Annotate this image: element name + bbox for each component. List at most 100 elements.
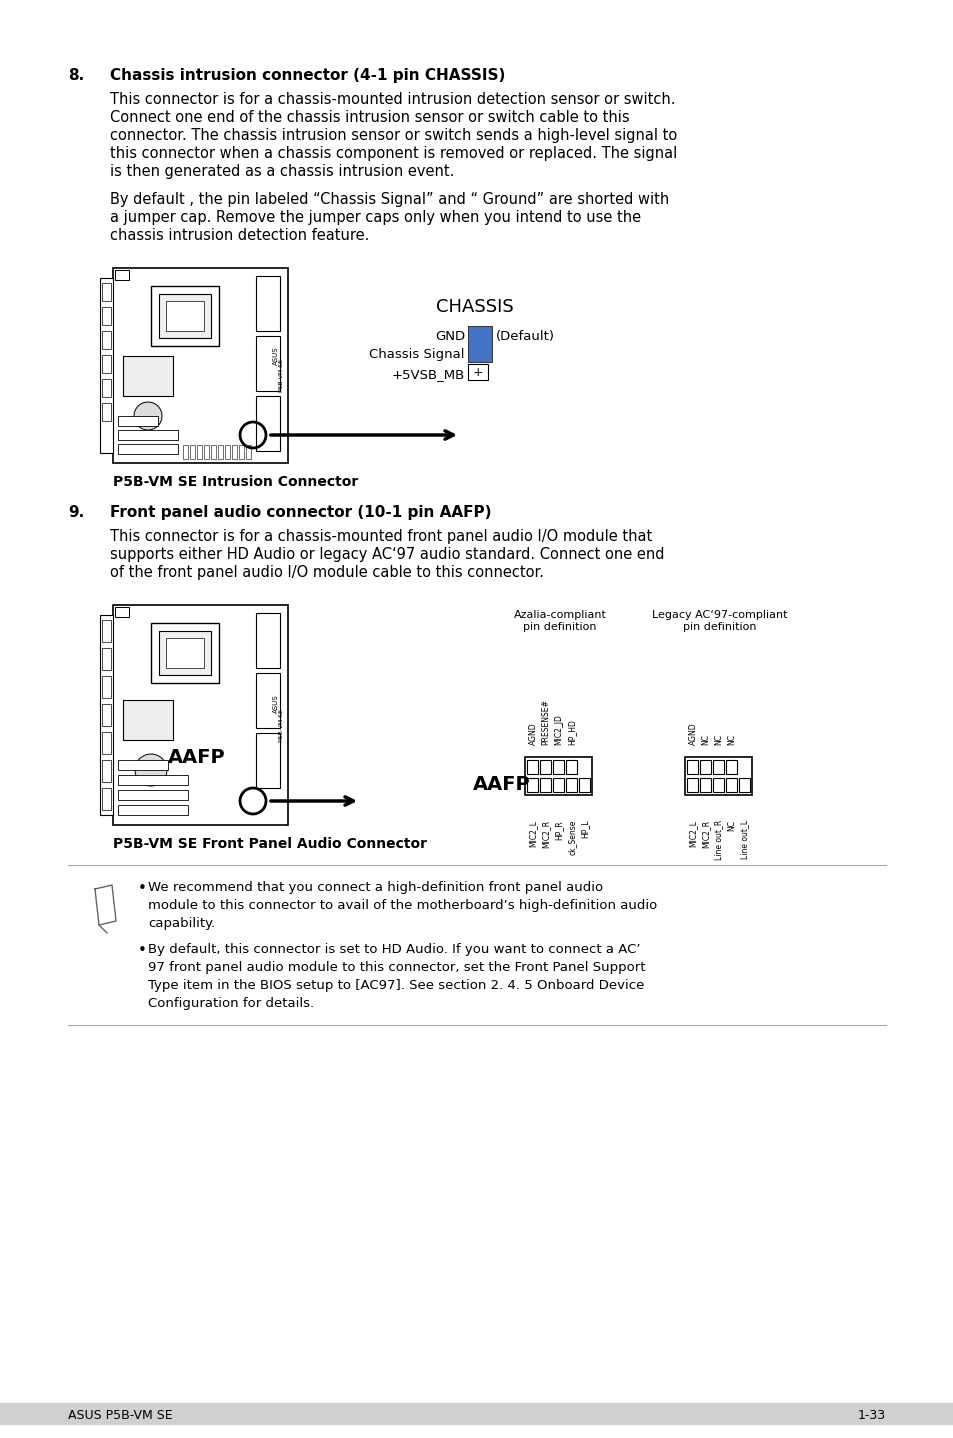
Bar xyxy=(118,761,168,769)
Text: ASUS: ASUS xyxy=(273,695,278,713)
Text: Legacy AC‘97-compliant
pin definition: Legacy AC‘97-compliant pin definition xyxy=(652,610,787,631)
Text: capability.: capability. xyxy=(148,917,215,930)
Text: a jumper cap. Remove the jumper caps only when you intend to use the: a jumper cap. Remove the jumper caps onl… xyxy=(110,210,640,224)
Text: 97 front panel audio module to this connector, set the Front Panel Support: 97 front panel audio module to this conn… xyxy=(148,961,645,974)
Bar xyxy=(211,444,215,459)
Text: PRESENSE#: PRESENSE# xyxy=(541,699,550,745)
Bar xyxy=(115,607,129,617)
Text: AGND: AGND xyxy=(688,722,697,745)
Text: •: • xyxy=(138,943,147,958)
Bar xyxy=(687,761,698,774)
Bar xyxy=(151,623,219,683)
Text: this connector when a chassis component is removed or replaced. The signal: this connector when a chassis component … xyxy=(110,147,677,161)
Bar xyxy=(112,605,288,825)
Bar xyxy=(151,286,219,347)
Bar xyxy=(566,761,577,774)
Text: We recommend that you connect a high-definition front panel audio: We recommend that you connect a high-def… xyxy=(148,881,602,894)
Bar xyxy=(225,444,230,459)
Text: MIC2_L: MIC2_L xyxy=(528,820,537,847)
Text: Azalia-compliant
pin definition: Azalia-compliant pin definition xyxy=(513,610,606,631)
Text: NC: NC xyxy=(700,733,710,745)
Bar xyxy=(255,395,280,452)
Bar xyxy=(118,416,158,426)
Text: Connect one end of the chassis intrusion sensor or switch cable to this: Connect one end of the chassis intrusion… xyxy=(110,109,629,125)
Bar xyxy=(540,761,551,774)
Text: ASUS: ASUS xyxy=(273,347,278,365)
Text: P5B-VM SE Intrusion Connector: P5B-VM SE Intrusion Connector xyxy=(112,475,358,489)
Bar xyxy=(190,444,194,459)
Bar xyxy=(232,444,236,459)
Text: Configuration for details.: Configuration for details. xyxy=(148,997,314,1009)
Bar xyxy=(183,444,188,459)
Bar xyxy=(566,778,577,792)
Bar xyxy=(255,673,280,728)
Bar xyxy=(700,778,711,792)
Text: This connector is for a chassis-mounted front panel audio I/O module that: This connector is for a chassis-mounted … xyxy=(110,529,652,544)
Bar xyxy=(166,638,204,669)
Bar xyxy=(255,613,280,669)
Bar xyxy=(112,267,288,463)
Bar xyxy=(115,270,129,280)
Text: +5VSB_MB: +5VSB_MB xyxy=(392,368,464,381)
Text: Chassis intrusion connector (4-1 pin CHASSIS): Chassis intrusion connector (4-1 pin CHA… xyxy=(110,68,505,83)
Circle shape xyxy=(133,403,162,430)
Text: By default , the pin labeled “Chassis Signal” and “ Ground” are shorted with: By default , the pin labeled “Chassis Si… xyxy=(110,193,669,207)
Bar xyxy=(123,357,172,395)
Bar xyxy=(159,293,211,338)
Bar xyxy=(553,761,564,774)
Bar xyxy=(123,700,172,741)
Bar xyxy=(102,283,111,301)
Text: +: + xyxy=(472,365,483,378)
Text: (Default): (Default) xyxy=(496,329,555,344)
Bar xyxy=(102,355,111,372)
Text: AAFP: AAFP xyxy=(168,748,226,766)
Text: GND: GND xyxy=(435,329,464,344)
Text: chassis intrusion detection feature.: chassis intrusion detection feature. xyxy=(110,229,369,243)
Bar xyxy=(102,380,111,397)
Text: is then generated as a chassis intrusion event.: is then generated as a chassis intrusion… xyxy=(110,164,454,178)
Text: ck_Sense: ck_Sense xyxy=(567,820,576,856)
Bar xyxy=(468,326,492,362)
Bar xyxy=(102,705,111,726)
Bar xyxy=(102,649,111,670)
Bar xyxy=(118,444,178,454)
Bar xyxy=(713,778,723,792)
Text: By default, this connector is set to HD Audio. If you want to connect a AC’: By default, this connector is set to HD … xyxy=(148,943,639,956)
Text: Type item in the BIOS setup to [AC97]. See section 2. 4. 5 Onboard Device: Type item in the BIOS setup to [AC97]. S… xyxy=(148,979,643,992)
Text: ASUS P5B-VM SE: ASUS P5B-VM SE xyxy=(68,1409,172,1422)
Bar xyxy=(102,761,111,782)
Text: 8.: 8. xyxy=(68,68,84,83)
Text: NC: NC xyxy=(714,733,722,745)
Bar xyxy=(102,732,111,754)
Text: Line out_L: Line out_L xyxy=(740,820,749,858)
Text: HP_HD: HP_HD xyxy=(567,719,576,745)
Bar xyxy=(118,775,188,785)
Bar xyxy=(0,1403,953,1425)
Bar xyxy=(100,278,112,453)
Text: This connector is for a chassis-mounted intrusion detection sensor or switch.: This connector is for a chassis-mounted … xyxy=(110,92,675,106)
Bar xyxy=(102,403,111,421)
Text: P5B-VM SE Front Panel Audio Connector: P5B-VM SE Front Panel Audio Connector xyxy=(112,837,427,851)
Bar xyxy=(204,444,209,459)
Bar xyxy=(196,444,202,459)
Bar xyxy=(739,778,750,792)
Text: Line out_R: Line out_R xyxy=(714,820,722,860)
Text: HP_L: HP_L xyxy=(579,820,589,838)
Bar xyxy=(118,805,188,815)
Bar xyxy=(726,778,737,792)
Bar xyxy=(553,778,564,792)
Bar xyxy=(118,430,178,440)
Text: HP_R: HP_R xyxy=(554,820,563,840)
Text: P5B-VM SE: P5B-VM SE xyxy=(279,358,284,391)
Text: 9.: 9. xyxy=(68,505,84,521)
Bar xyxy=(100,615,112,815)
Bar xyxy=(255,733,280,788)
Text: AGND: AGND xyxy=(528,722,537,745)
Bar xyxy=(239,444,244,459)
Bar xyxy=(102,676,111,697)
Bar xyxy=(685,756,752,795)
Bar xyxy=(527,761,537,774)
Text: MIC2_R: MIC2_R xyxy=(541,820,550,848)
Bar xyxy=(102,788,111,810)
Bar xyxy=(540,778,551,792)
